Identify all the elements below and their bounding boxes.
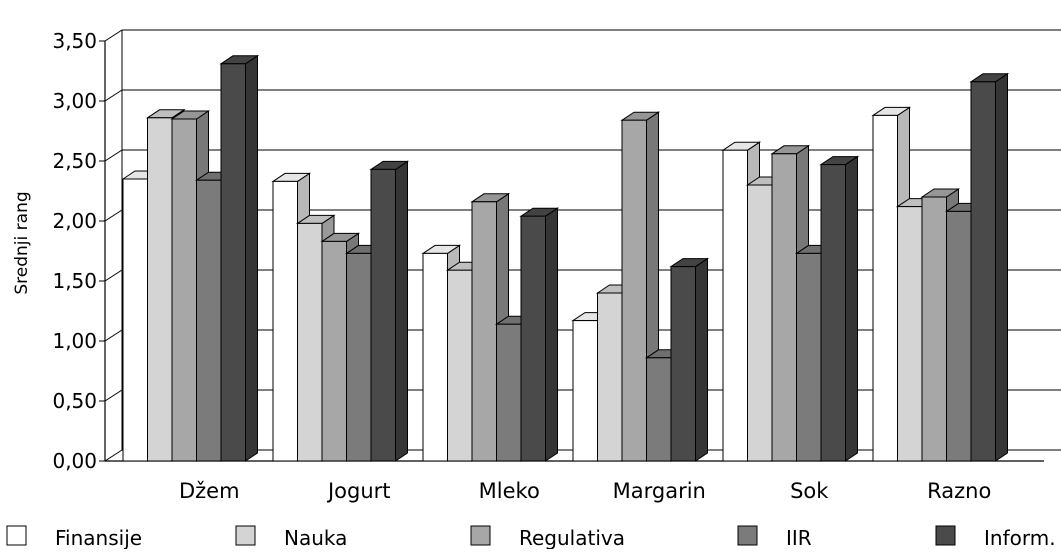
bar: [219, 54, 260, 462]
legend-item: Inform.: [935, 525, 1056, 550]
bar: [669, 257, 710, 462]
legend-swatch: [737, 525, 758, 546]
legend-item: Finansije: [6, 525, 142, 550]
x-tick-label: Jogurt: [326, 479, 391, 503]
legend-swatch: [470, 525, 491, 546]
bar: [969, 72, 1010, 462]
gridline-connector: [104, 389, 123, 402]
y-tick-label: 1,50: [52, 269, 97, 293]
legend-swatch: [235, 525, 256, 546]
y-tick-label: 3,00: [52, 89, 97, 113]
x-tick-label: Razno: [927, 479, 991, 503]
bars: [121, 54, 1010, 462]
bar: [369, 160, 410, 462]
gridline-connector: [104, 149, 123, 162]
y-axis-title: Srednji rang: [12, 191, 32, 294]
x-tick-label: Margarin: [613, 479, 706, 503]
legend-item: IIR: [737, 525, 812, 550]
legend-label: Nauka: [284, 526, 347, 549]
gridline-connector: [104, 89, 123, 102]
legend-swatch: [6, 525, 27, 546]
legend-label: Finansije: [55, 526, 142, 549]
y-tick-label: 1,00: [52, 329, 97, 353]
bar: [620, 111, 661, 462]
bar: [819, 155, 860, 462]
y-tick-label: 3,50: [52, 29, 97, 53]
bar: [519, 207, 560, 462]
y-tick-label: 2,00: [52, 209, 97, 233]
y-tick-label: 2,50: [52, 149, 97, 173]
gridline-connector: [104, 329, 123, 342]
x-tick-label: Mleko: [479, 479, 540, 503]
legend-label: IIR: [786, 526, 812, 549]
gridline-connector: [104, 269, 123, 282]
y-tick-label: 0,50: [52, 389, 97, 413]
x-tick-label: Sok: [790, 479, 829, 503]
legend: Finansije Nauka Regulativa IIR Inform.: [6, 525, 1056, 550]
legend-swatch: [935, 525, 956, 546]
legend-label: Regulativa: [519, 526, 625, 549]
tick-labels: 0,00 0,50 1,00 1,50 2,00 2,50 3,00 3,50 Džem Jogu…: [52, 29, 991, 503]
y-tick-label: 0,00: [52, 449, 97, 473]
bar: [944, 202, 985, 462]
legend-item: Nauka: [235, 525, 347, 550]
gridline-connector: [104, 29, 123, 42]
gridline-connector: [104, 209, 123, 222]
legend-item: Regulativa: [470, 525, 625, 550]
x-tick-label: Džem: [179, 479, 240, 503]
legend-label: Inform.: [984, 526, 1056, 549]
gridline-connector: [104, 449, 123, 462]
